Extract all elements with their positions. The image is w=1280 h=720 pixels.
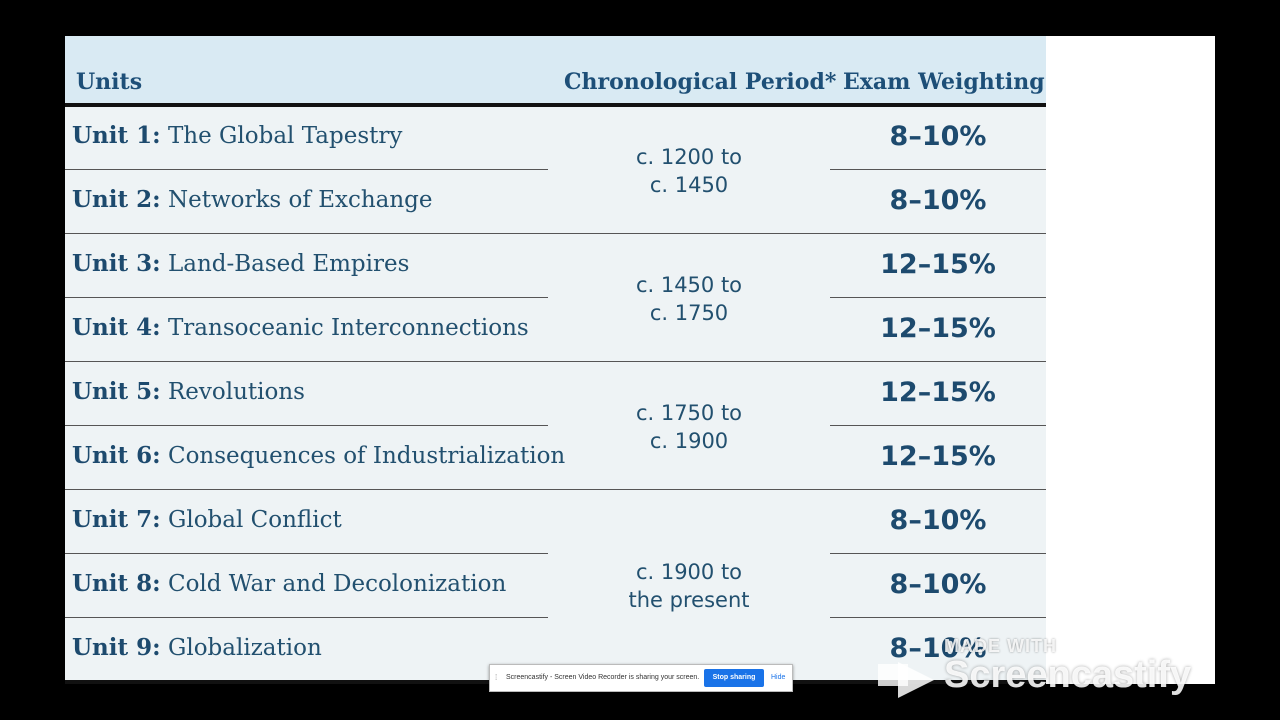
row-divider xyxy=(830,169,1046,170)
period-cell: c. 1450 to c. 1750 xyxy=(548,271,830,327)
header-exam-weighting: Exam Weighting xyxy=(843,69,1045,95)
exam-weight: 8–10% xyxy=(889,185,987,216)
row-divider xyxy=(65,169,548,170)
screen-share-bar: ⁞ Screencastify - Screen Video Recorder … xyxy=(489,664,793,692)
drag-handle-icon[interactable]: ⁞ xyxy=(495,673,498,682)
exam-weight: 8–10% xyxy=(889,121,987,152)
table-row-unit-8: Unit 8: Cold War and Decolonization 8–10… xyxy=(65,555,1046,619)
unit-title: Networks of Exchange xyxy=(167,187,433,213)
unit-label: Unit 7: Global Conflict xyxy=(72,506,342,533)
header-chronological-period: Chronological Period* xyxy=(564,69,837,95)
slide: Units Chronological Period* Exam Weighti… xyxy=(65,36,1215,684)
period-cell: c. 1200 to c. 1450 xyxy=(548,143,830,199)
exam-weight: 8–10% xyxy=(889,633,987,664)
unit-title: Land-Based Empires xyxy=(167,251,410,277)
table-row-unit-2: Unit 2: Networks of Exchange 8–10% xyxy=(65,171,1046,235)
unit-title: Consequences of Industrialization xyxy=(167,443,566,469)
table-header: Units Chronological Period* Exam Weighti… xyxy=(65,36,1046,107)
period-line: c. 1750 xyxy=(649,301,729,325)
unit-label: Unit 5: Revolutions xyxy=(72,378,305,405)
unit-number: Unit 7: xyxy=(72,506,161,533)
period-line: c. 1900 xyxy=(649,429,729,453)
unit-title: Globalization xyxy=(167,635,322,661)
row-divider xyxy=(830,297,1046,298)
period-divider xyxy=(65,233,1046,234)
unit-label: Unit 3: Land-Based Empires xyxy=(72,250,409,277)
unit-label: Unit 8: Cold War and Decolonization xyxy=(72,570,506,597)
table-row-unit-7: Unit 7: Global Conflict 8–10% xyxy=(65,491,1046,555)
unit-number: Unit 2: xyxy=(72,186,161,213)
stop-sharing-button[interactable]: Stop sharing xyxy=(704,669,764,687)
unit-number: Unit 3: xyxy=(72,250,161,277)
exam-weight: 8–10% xyxy=(889,505,987,536)
period-divider xyxy=(65,489,1046,490)
unit-number: Unit 1: xyxy=(72,122,161,149)
row-divider xyxy=(830,553,1046,554)
unit-label: Unit 4: Transoceanic Interconnections xyxy=(72,314,529,341)
row-divider xyxy=(830,617,1046,618)
unit-label: Unit 1: The Global Tapestry xyxy=(72,122,402,149)
unit-number: Unit 6: xyxy=(72,442,161,469)
hide-link[interactable]: Hide xyxy=(771,674,786,681)
exam-weight: 12–15% xyxy=(880,249,996,280)
unit-number: Unit 5: xyxy=(72,378,161,405)
header-units: Units xyxy=(76,69,143,95)
unit-title: Revolutions xyxy=(167,379,305,405)
period-line: the present xyxy=(628,588,750,612)
exam-weight: 8–10% xyxy=(889,569,987,600)
unit-label: Unit 6: Consequences of Industrializatio… xyxy=(72,442,565,469)
unit-title: Cold War and Decolonization xyxy=(167,571,507,597)
unit-label: Unit 9: Globalization xyxy=(72,634,322,661)
exam-weight: 12–15% xyxy=(880,313,996,344)
unit-title: Transoceanic Interconnections xyxy=(167,315,529,341)
row-divider xyxy=(65,297,548,298)
period-divider xyxy=(65,361,1046,362)
period-line: c. 1900 to xyxy=(635,560,743,584)
period-line: c. 1450 xyxy=(649,173,729,197)
table-row-unit-4: Unit 4: Transoceanic Interconnections 12… xyxy=(65,299,1046,363)
table-row-unit-3: Unit 3: Land-Based Empires 12–15% xyxy=(65,235,1046,299)
period-line: c. 1200 to xyxy=(635,145,743,169)
table-row-unit-1: Unit 1: The Global Tapestry 8–10% xyxy=(65,107,1046,171)
unit-number: Unit 9: xyxy=(72,634,161,661)
unit-label: Unit 2: Networks of Exchange xyxy=(72,186,433,213)
row-divider xyxy=(830,425,1046,426)
period-line: c. 1450 to xyxy=(635,273,743,297)
share-notice-text: Screencastify - Screen Video Recorder is… xyxy=(506,674,700,681)
units-table: Units Chronological Period* Exam Weighti… xyxy=(65,36,1046,684)
exam-weight: 12–15% xyxy=(880,441,996,472)
row-divider xyxy=(65,617,548,618)
table-row-unit-6: Unit 6: Consequences of Industrializatio… xyxy=(65,427,1046,491)
period-cell: c. 1750 to c. 1900 xyxy=(548,399,830,455)
row-divider xyxy=(65,553,548,554)
unit-number: Unit 8: xyxy=(72,570,161,597)
table-row-unit-9: Unit 9: Globalization 8–10% xyxy=(65,619,1046,683)
exam-weight: 12–15% xyxy=(880,377,996,408)
period-line: c. 1750 to xyxy=(635,401,743,425)
unit-title: The Global Tapestry xyxy=(167,123,403,149)
table-row-unit-5: Unit 5: Revolutions 12–15% xyxy=(65,363,1046,427)
unit-number: Unit 4: xyxy=(72,314,161,341)
period-cell: c. 1900 to the present xyxy=(548,558,830,614)
row-divider xyxy=(65,425,548,426)
unit-title: Global Conflict xyxy=(167,507,342,533)
